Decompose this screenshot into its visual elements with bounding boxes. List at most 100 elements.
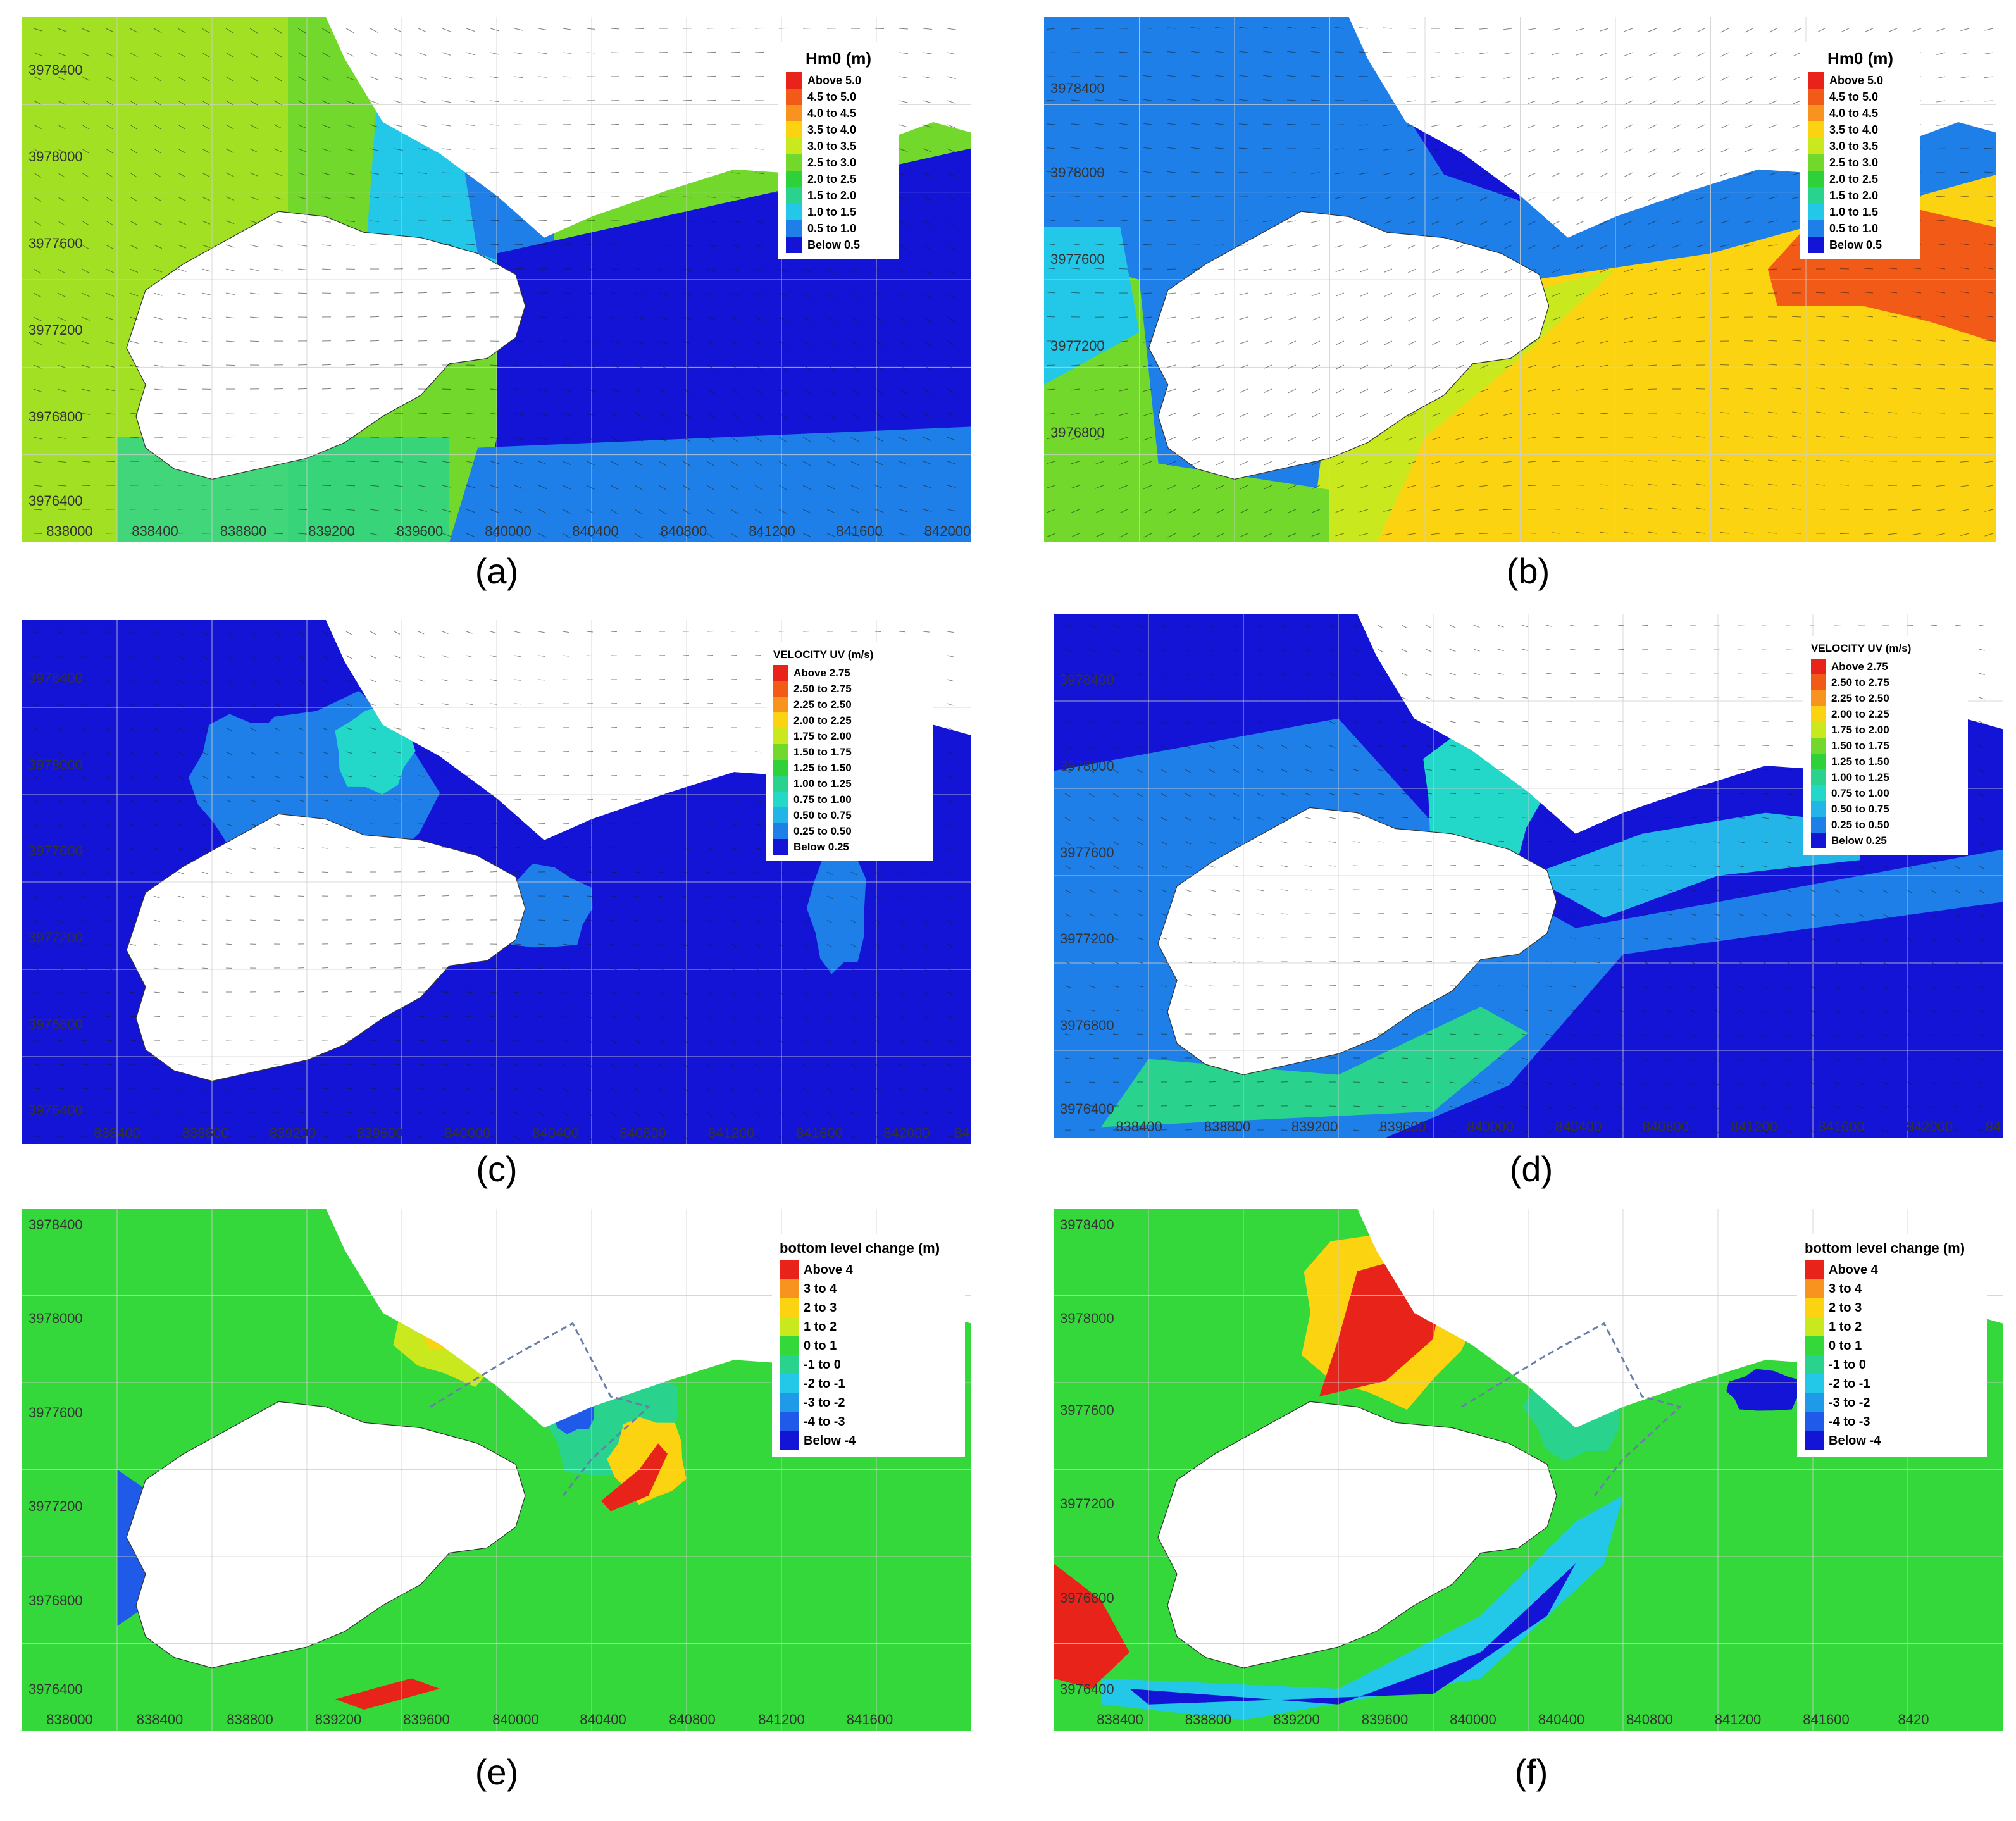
legend-item: 4.5 to 5.0 [1808, 89, 1913, 105]
legend-swatch [1808, 204, 1824, 220]
y-tick-label: 3976400 [28, 1681, 83, 1697]
map-panel-c: 3978400 3978000 3977600 3977200 3976800 39764… [22, 620, 971, 1144]
legend-item: 2.00 to 2.25 [773, 712, 926, 728]
island-land [126, 813, 526, 1082]
panel-caption-d: (d) [1509, 1149, 1553, 1189]
y-tick-label: 3978400 [1060, 1216, 1114, 1233]
legend-swatch [786, 138, 802, 154]
x-tick-label: 841200 [749, 523, 795, 539]
island-land [126, 1401, 526, 1669]
x-tick-label: 838800 [1185, 1712, 1232, 1727]
legend-label: Below 0.25 [793, 840, 849, 853]
legend-item: Below 0.25 [773, 839, 926, 855]
legend-item: 0.25 to 0.50 [1811, 817, 1960, 833]
legend-swatch [1808, 187, 1824, 204]
legend-item: 1 to 2 [780, 1317, 957, 1336]
legend-label: 1.50 to 1.75 [793, 745, 852, 758]
y-tick-label: 3977600 [28, 1404, 83, 1420]
legend-swatch [773, 712, 788, 728]
legend-item: 0.5 to 1.0 [786, 220, 891, 237]
legend-item: 3.0 to 3.5 [1808, 138, 1913, 154]
legend-label: Below -4 [804, 1433, 856, 1448]
legend-swatch [1808, 220, 1824, 237]
legend-item: 2.25 to 2.50 [1811, 690, 1960, 706]
legend-swatch [1811, 738, 1826, 754]
y-tick-label: 3978400 [1060, 671, 1114, 688]
legend-swatch [773, 807, 788, 823]
x-tick-label: 838400 [1097, 1712, 1143, 1727]
y-tick-label: 3977200 [1060, 931, 1114, 947]
legend-swatch [1811, 690, 1826, 706]
legend-label: 0 to 1 [1829, 1338, 1862, 1353]
map-panel-b: 3978400 3978000 3977600 3977200 3976800 Hm0 (… [1044, 17, 1996, 542]
legend-item: 2.5 to 3.0 [1808, 154, 1913, 171]
y-tick-label: 3977200 [28, 321, 83, 338]
legend-swatch [1811, 706, 1826, 722]
legend-label: 2.5 to 3.0 [807, 156, 857, 169]
legend-item: Above 2.75 [1811, 659, 1960, 674]
x-tick-label: 838800 [1204, 1119, 1251, 1134]
legend-item: 2.5 to 3.0 [786, 154, 891, 171]
legend-label: -2 to -1 [1829, 1376, 1870, 1391]
legend-label: -1 to 0 [1829, 1357, 1866, 1372]
legend-swatch [1805, 1393, 1824, 1412]
legend-swatch [1805, 1431, 1824, 1450]
legend-label: 2.25 to 2.50 [793, 698, 852, 711]
legend-label: 0.75 to 1.00 [1831, 786, 1889, 799]
x-tick-label: 839600 [403, 1712, 450, 1727]
island-land [1157, 807, 1557, 1076]
legend-swatch [1805, 1279, 1824, 1298]
legend-swatch [773, 823, 788, 839]
legend-swatch [1805, 1412, 1824, 1431]
legend-label: 2.50 to 2.75 [793, 682, 852, 695]
map-panel-d: 3978400 3978000 3977600 3977200 3976800 39764… [1054, 614, 2003, 1138]
x-tick-label: 842000 [924, 523, 971, 539]
legend-label: 1.25 to 1.50 [1831, 755, 1889, 768]
legend-label: 0.5 to 1.0 [1829, 221, 1879, 235]
y-tick-label: 3976400 [1060, 1101, 1114, 1117]
legend-label: Above 2.75 [1831, 660, 1888, 673]
legend-item: 4.0 to 4.5 [1808, 105, 1913, 121]
legend-item: 1.00 to 1.25 [773, 776, 926, 792]
x-tick-label: 841600 [846, 1712, 893, 1727]
x-tick-label: 838000 [46, 523, 93, 539]
legend-item: Above 4 [1805, 1260, 1979, 1279]
legend-swatch [1811, 817, 1826, 833]
legend-item: 4.5 to 5.0 [786, 89, 891, 105]
legend-swatch [780, 1279, 799, 1298]
y-tick-label: 3978400 [1050, 80, 1105, 97]
x-tick-label: 84 [1985, 1119, 2001, 1134]
legend-item: -2 to -1 [780, 1374, 957, 1393]
legend-item: 2.0 to 2.5 [786, 171, 891, 187]
legend-item: 0 to 1 [1805, 1336, 1979, 1355]
legend-swatch [1808, 171, 1824, 187]
legend-swatch [786, 204, 802, 220]
x-tick-label: 838400 [136, 1712, 184, 1727]
x-tick-label: 839200 [269, 1125, 316, 1141]
legend-label: -1 to 0 [804, 1357, 841, 1372]
legend-title: Hm0 (m) [1827, 49, 1893, 68]
legend-label: 4.5 to 5.0 [807, 90, 857, 103]
legend-item: -3 to -2 [1805, 1393, 1979, 1412]
x-tick-label: 838400 [1116, 1119, 1162, 1134]
legend-item: -4 to -3 [1805, 1412, 1979, 1431]
x-tick-label: 840800 [1642, 1119, 1689, 1134]
legend-swatch [786, 154, 802, 171]
legend-swatch [1811, 722, 1826, 738]
y-tick-label: 3977200 [28, 1498, 83, 1515]
legend-item: -2 to -1 [1805, 1374, 1979, 1393]
legend-swatch [773, 744, 788, 760]
legend-item: 2 to 3 [780, 1298, 957, 1317]
legend-swatch [773, 728, 788, 744]
legend-item: 1.5 to 2.0 [786, 187, 891, 204]
x-tick-label: 838800 [182, 1125, 229, 1141]
legend-label: 1.75 to 2.00 [793, 730, 852, 742]
x-tick-label: 838800 [227, 1712, 273, 1727]
x-tick-label: 839200 [314, 1712, 362, 1727]
y-tick-label: 3978400 [28, 670, 83, 687]
dashed-boundary [430, 1322, 651, 1496]
legend-label: 1.00 to 1.25 [1831, 771, 1889, 783]
legend-label: 1.0 to 1.5 [807, 205, 857, 218]
legend-swatch [780, 1317, 799, 1336]
legend-swatch [1811, 674, 1826, 690]
